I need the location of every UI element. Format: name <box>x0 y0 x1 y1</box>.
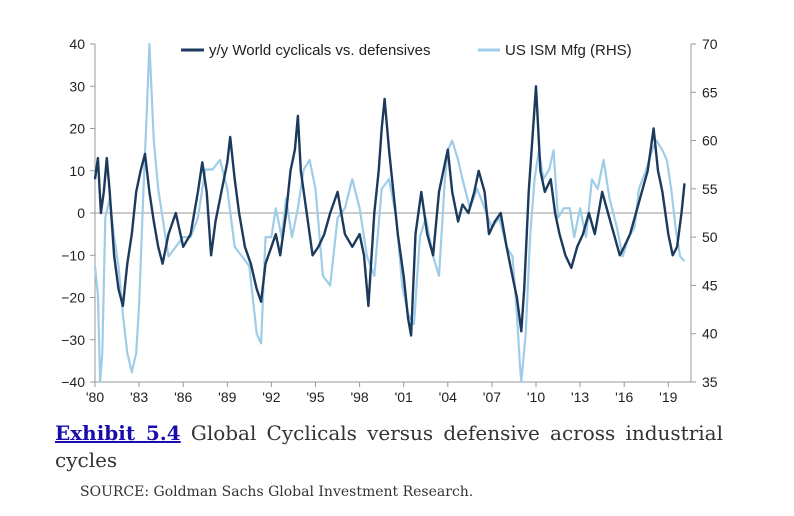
x-tick-label: '98 <box>350 389 368 405</box>
right-tick-label: 40 <box>702 326 718 342</box>
x-tick-label: '04 <box>439 389 457 405</box>
x-tick-label: '86 <box>174 389 192 405</box>
x-tick-label: '19 <box>659 389 677 405</box>
chart: 40 30 20 10 0 −10 −20 −30 −40 70 65 60 55 50 45 40 35 '… <box>61 36 718 405</box>
right-tick-label: 65 <box>702 84 718 100</box>
series-line-cyclicals-vs-defensives <box>93 85 686 337</box>
legend-background <box>175 36 475 62</box>
legend-label-cyclicals: y/y World cyclicals vs. defensives <box>209 42 430 59</box>
left-tick-label: 20 <box>69 121 85 137</box>
left-tick-label: −30 <box>61 332 85 348</box>
legend-label-ism: US ISM Mfg (RHS) <box>505 42 632 59</box>
series-lines <box>93 42 686 384</box>
x-tick-label: '92 <box>262 389 280 405</box>
x-tick-label: '07 <box>483 389 501 405</box>
left-axis-ticks: 40 30 20 10 0 −10 −20 −30 −40 <box>61 36 95 390</box>
x-tick-label: '01 <box>395 389 413 405</box>
left-tick-label: 10 <box>69 163 85 179</box>
right-tick-label: 50 <box>702 229 718 245</box>
x-tick-label: '83 <box>130 389 148 405</box>
x-tick-label: '16 <box>615 389 633 405</box>
x-tick-label: '10 <box>527 389 545 405</box>
right-axis-ticks: 70 65 60 55 50 45 40 35 <box>691 36 718 390</box>
left-tick-label: 30 <box>69 78 85 94</box>
left-tick-label: 40 <box>69 36 85 52</box>
left-tick-label: −10 <box>61 247 85 263</box>
right-tick-label: 60 <box>702 133 718 149</box>
legend: y/y World cyclicals vs. defensives US IS… <box>175 36 665 62</box>
left-tick-label: 0 <box>77 205 85 221</box>
figure-caption: Exhibit 5.4 Global Cyclicals versus defe… <box>55 420 723 474</box>
caption-text: Global Cyclicals versus defensive across… <box>55 421 723 472</box>
source-note: SOURCE: Goldman Sachs Global Investment … <box>80 484 474 500</box>
exhibit-link[interactable]: Exhibit 5.4 <box>55 421 181 445</box>
right-tick-label: 35 <box>702 374 718 390</box>
legend-background-2 <box>475 36 665 62</box>
left-tick-label: −20 <box>61 290 85 306</box>
x-axis-ticks: '80 '83 '86 '89 '92 '95 '98 '01 '04 '07 '10 '13 '16 '… <box>86 382 678 405</box>
left-tick-label: −40 <box>61 374 85 390</box>
x-tick-label: '13 <box>571 389 589 405</box>
x-tick-label: '95 <box>306 389 324 405</box>
right-tick-label: 70 <box>702 36 718 52</box>
axes <box>94 44 692 383</box>
x-tick-label: '80 <box>86 389 104 405</box>
right-tick-label: 55 <box>702 181 718 197</box>
right-tick-label: 45 <box>702 277 718 293</box>
x-tick-label: '89 <box>218 389 236 405</box>
